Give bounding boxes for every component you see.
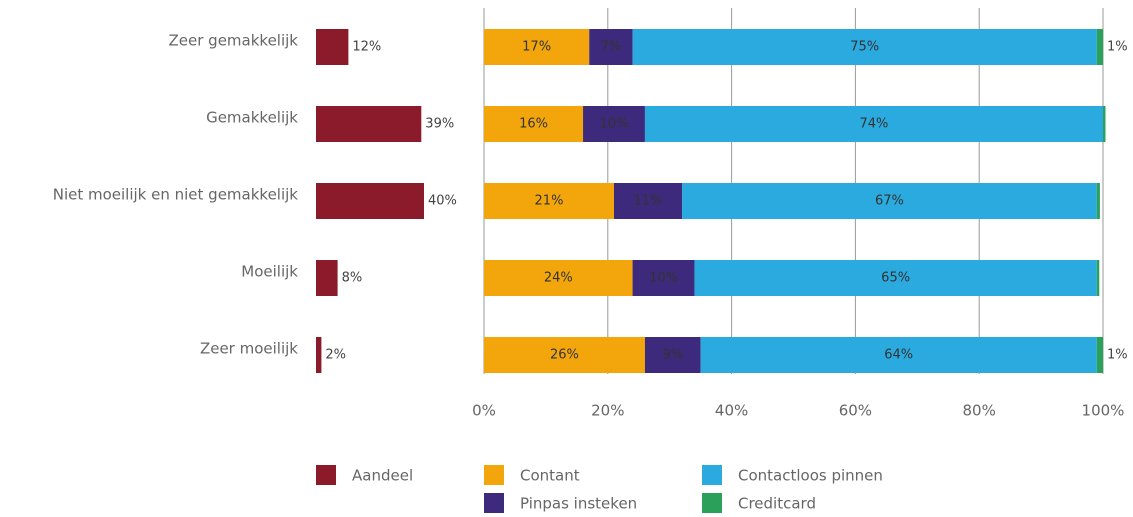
bar-segment — [484, 183, 614, 219]
value-label: 2% — [325, 348, 346, 363]
x-tick-label: 80% — [963, 402, 996, 420]
bar-segment — [484, 106, 584, 142]
bar-segment — [484, 337, 645, 373]
value-label: 16% — [519, 117, 548, 132]
bar-segment — [1096, 337, 1103, 373]
bar-segment — [484, 29, 590, 65]
bar-segment — [1096, 29, 1103, 65]
bar-segment — [583, 106, 645, 142]
bar — [316, 106, 422, 142]
bar-segment — [1096, 183, 1100, 219]
bar — [316, 183, 424, 219]
bar — [316, 29, 349, 65]
value-label: 8% — [342, 271, 363, 286]
bar-segment — [644, 106, 1103, 142]
value-label: 7% — [601, 40, 622, 55]
x-tick-label: 0% — [472, 402, 496, 420]
category-label: Moeilijk — [241, 263, 298, 281]
x-tick-label: 60% — [839, 402, 872, 420]
legend-label: Creditcard — [738, 495, 816, 513]
value-label: 9% — [662, 348, 683, 363]
value-label: 10% — [649, 271, 678, 286]
bar-segment — [613, 183, 683, 219]
value-label: 11% — [634, 194, 663, 209]
value-label: 40% — [428, 194, 457, 209]
value-label: 39% — [425, 117, 454, 132]
bar-segment — [694, 260, 1097, 296]
value-label: 21% — [535, 194, 564, 209]
x-tick-label: 40% — [715, 402, 748, 420]
legend-swatch — [702, 493, 722, 513]
bar-segment — [1103, 106, 1106, 142]
value-label: 65% — [881, 271, 910, 286]
legend-swatch — [484, 493, 504, 513]
bar-segment — [484, 260, 633, 296]
value-label: 26% — [550, 348, 579, 363]
value-label: 67% — [875, 194, 904, 209]
value-label: 12% — [352, 40, 381, 55]
bar — [316, 260, 338, 296]
value-label: 24% — [544, 271, 573, 286]
bar — [316, 337, 322, 373]
x-tick-label: 20% — [591, 402, 624, 420]
bar-segment — [632, 29, 1097, 65]
bar-segment — [589, 29, 633, 65]
x-tick-label: 100% — [1082, 402, 1125, 420]
value-label: 64% — [884, 348, 913, 363]
legend-label: Aandeel — [352, 467, 413, 485]
value-label: 75% — [850, 40, 879, 55]
bar-segment — [1096, 260, 1100, 296]
category-label: Niet moeilijk en niet gemakkelijk — [53, 186, 299, 204]
value-label: 1% — [1107, 40, 1128, 55]
bar-segment — [644, 337, 701, 373]
legend-swatch — [316, 465, 336, 485]
legend-label: Contactloos pinnen — [738, 467, 883, 485]
bar-segment — [682, 183, 1097, 219]
legend-swatch — [484, 465, 504, 485]
category-label: Zeer moeilijk — [200, 340, 298, 358]
legend-label: Contant — [520, 467, 580, 485]
category-label: Gemakkelijk — [206, 109, 298, 127]
value-label: 10% — [600, 117, 629, 132]
value-label: 1% — [1107, 348, 1128, 363]
legend-swatch — [702, 465, 722, 485]
legend-label: Pinpas insteken — [520, 495, 637, 513]
bar-segment — [632, 260, 695, 296]
value-label: 17% — [522, 40, 551, 55]
category-label: Zeer gemakkelijk — [169, 32, 299, 50]
value-label: 74% — [860, 117, 889, 132]
bar-segment — [700, 337, 1097, 373]
